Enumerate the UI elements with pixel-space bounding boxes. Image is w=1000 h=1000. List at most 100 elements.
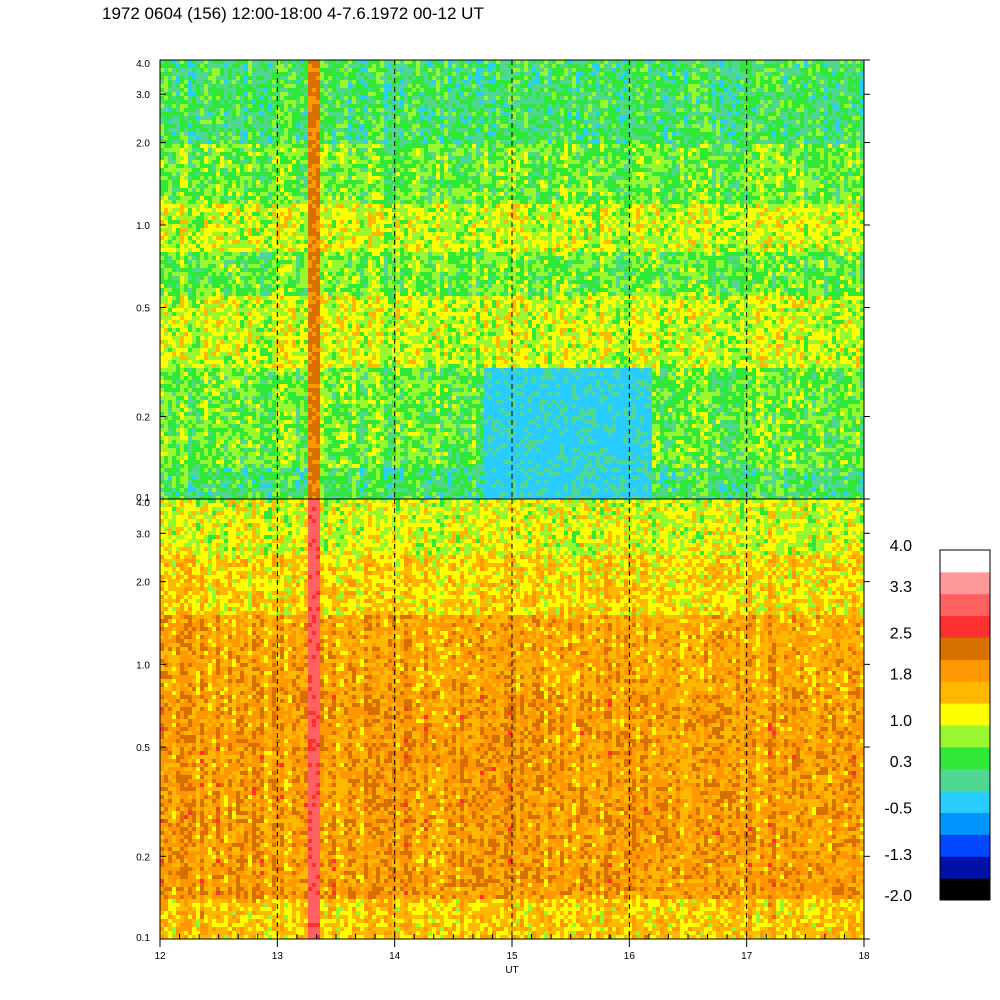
heatmap-cell — [160, 444, 164, 448]
heatmap-cell — [196, 68, 200, 72]
heatmap-cell — [168, 228, 172, 232]
heatmap-cell — [180, 180, 184, 184]
heatmap-cell — [288, 428, 292, 432]
heatmap-cell — [300, 84, 304, 88]
heatmap-cell — [204, 220, 208, 224]
heatmap-cell — [216, 160, 220, 164]
heatmap-cell — [304, 360, 308, 364]
heatmap-cell — [288, 488, 292, 492]
heatmap-cell — [200, 64, 204, 68]
heatmap-cell — [240, 212, 244, 216]
heatmap-cell — [324, 136, 328, 140]
heatmap-cell — [244, 192, 248, 196]
heatmap-cell — [180, 224, 184, 228]
heatmap-cell — [208, 216, 212, 220]
heatmap-cell — [328, 284, 332, 288]
heatmap-cell — [268, 308, 272, 312]
heatmap-cell — [276, 68, 280, 72]
heatmap-cell — [208, 172, 212, 176]
heatmap-cell — [296, 352, 300, 356]
heatmap-cell — [300, 368, 304, 372]
heatmap-cell — [228, 492, 232, 496]
heatmap-cell — [160, 280, 164, 284]
heatmap-cell — [328, 220, 332, 224]
heatmap-cell — [232, 236, 236, 240]
heatmap-cell — [200, 144, 204, 148]
heatmap-cell — [216, 332, 220, 336]
heatmap-cell — [212, 148, 216, 152]
heatmap-cell — [244, 72, 248, 76]
heatmap-cell — [220, 452, 224, 456]
heatmap-cell — [316, 468, 320, 472]
heatmap-cell — [236, 256, 240, 260]
heatmap-cell — [292, 84, 296, 88]
heatmap-cell — [336, 208, 340, 212]
heatmap-cell — [312, 344, 316, 348]
heatmap-cell — [316, 480, 320, 484]
heatmap-cell — [208, 444, 212, 448]
heatmap-cell — [176, 204, 180, 208]
heatmap-cell — [328, 292, 332, 296]
heatmap-cell — [260, 448, 264, 452]
heatmap-cell — [308, 428, 312, 432]
heatmap-cell — [328, 468, 332, 472]
heatmap-cell — [224, 336, 228, 340]
heatmap-cell — [168, 80, 172, 84]
heatmap-cell — [184, 400, 188, 404]
heatmap-cell — [320, 476, 324, 480]
heatmap-cell — [172, 148, 176, 152]
heatmap-cell — [300, 252, 304, 256]
heatmap-cell — [200, 300, 204, 304]
heatmap-cell — [184, 348, 188, 352]
heatmap-cell — [284, 228, 288, 232]
heatmap-cell — [200, 492, 204, 496]
heatmap-cell — [328, 460, 332, 464]
heatmap-cell — [176, 276, 180, 280]
heatmap-cell — [292, 480, 296, 484]
heatmap-cell — [204, 296, 208, 300]
heatmap-cell — [284, 256, 288, 260]
heatmap-cell — [268, 476, 272, 480]
heatmap-cell — [180, 404, 184, 408]
heatmap-cell — [336, 380, 340, 384]
heatmap-cell — [328, 472, 332, 476]
heatmap-cell — [216, 360, 220, 364]
heatmap-cell — [244, 252, 248, 256]
heatmap-cell — [264, 216, 268, 220]
heatmap-cell — [320, 216, 324, 220]
heatmap-cell — [216, 324, 220, 328]
heatmap-cell — [252, 288, 256, 292]
heatmap-cell — [292, 452, 296, 456]
heatmap-cell — [200, 332, 204, 336]
heatmap-cell — [296, 220, 300, 224]
heatmap-cell — [224, 344, 228, 348]
heatmap-cell — [192, 356, 196, 360]
heatmap-cell — [228, 376, 232, 380]
heatmap-cell — [272, 360, 276, 364]
heatmap-cell — [228, 200, 232, 204]
heatmap-cell — [212, 420, 216, 424]
heatmap-cell — [284, 100, 288, 104]
heatmap-cell — [204, 372, 208, 376]
heatmap-cell — [168, 100, 172, 104]
heatmap-cell — [212, 232, 216, 236]
heatmap-cell — [224, 468, 228, 472]
heatmap-cell — [292, 492, 296, 496]
heatmap-cell — [300, 192, 304, 196]
heatmap-cell — [280, 316, 284, 320]
heatmap-cell — [340, 188, 344, 192]
heatmap-cell — [276, 460, 280, 464]
heatmap-cell — [284, 212, 288, 216]
heatmap-cell — [304, 424, 308, 428]
heatmap-cell — [212, 464, 216, 468]
heatmap-cell — [268, 72, 272, 76]
heatmap-cell — [336, 164, 340, 168]
heatmap-cell — [316, 404, 320, 408]
heatmap-cell — [288, 260, 292, 264]
heatmap-cell — [296, 164, 300, 168]
heatmap-cell — [268, 152, 272, 156]
heatmap-cell — [332, 100, 336, 104]
heatmap-cell — [212, 288, 216, 292]
heatmap-cell — [328, 464, 332, 468]
heatmap-cell — [312, 244, 316, 248]
